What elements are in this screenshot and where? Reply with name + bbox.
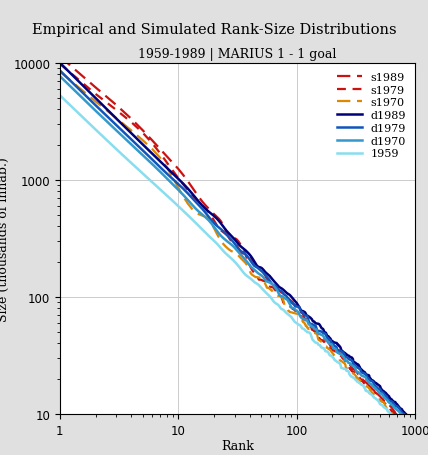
s1979 <box>400 420 405 425</box>
1959 <box>371 394 376 399</box>
Line: s1970: s1970 <box>60 72 415 441</box>
d1979 <box>296 304 301 310</box>
d1989 <box>401 409 406 415</box>
1959 <box>400 422 405 428</box>
s1979 <box>393 413 398 419</box>
s1989 <box>296 308 301 313</box>
d1970 <box>296 310 301 315</box>
Line: s1979: s1979 <box>60 65 415 442</box>
d1970 <box>57 74 62 80</box>
1959 <box>393 416 398 421</box>
d1989 <box>393 401 398 406</box>
d1989 <box>413 421 418 426</box>
s1989 <box>57 55 62 60</box>
d1979 <box>393 404 398 409</box>
Line: d1989: d1989 <box>60 64 415 424</box>
Y-axis label: Size (thousands of inhab.): Size (thousands of inhab.) <box>0 157 10 321</box>
Legend: s1989, s1979, s1970, d1989, d1979, d1970, 1959: s1989, s1979, s1970, d1989, d1979, d1970… <box>334 69 410 162</box>
s1979 <box>371 387 376 393</box>
X-axis label: Rank: Rank <box>221 440 254 452</box>
d1970 <box>400 412 405 418</box>
1959 <box>366 389 371 395</box>
d1979 <box>366 376 371 382</box>
s1979 <box>366 383 371 389</box>
d1970 <box>401 414 406 419</box>
1959 <box>413 436 418 441</box>
d1989 <box>366 373 371 378</box>
s1970 <box>371 391 376 396</box>
d1979 <box>413 423 418 428</box>
s1989 <box>371 389 376 394</box>
s1989 <box>366 383 371 388</box>
s1970 <box>366 385 371 390</box>
s1979 <box>401 421 406 426</box>
1959 <box>296 322 301 328</box>
d1970 <box>366 379 371 385</box>
1959 <box>57 93 62 99</box>
d1979 <box>371 379 376 385</box>
Line: s1989: s1989 <box>60 57 415 436</box>
Title: 1959-1989 | MARIUS 1 - 1 goal: 1959-1989 | MARIUS 1 - 1 goal <box>138 48 337 61</box>
Text: Empirical and Simulated Rank-Size Distributions: Empirical and Simulated Rank-Size Distri… <box>32 23 396 37</box>
d1970 <box>393 406 398 412</box>
d1979 <box>401 411 406 417</box>
Line: 1959: 1959 <box>60 96 415 439</box>
Line: d1970: d1970 <box>60 77 415 430</box>
s1979 <box>413 439 418 445</box>
d1979 <box>400 410 405 416</box>
d1989 <box>400 408 405 413</box>
d1989 <box>371 378 376 384</box>
d1979 <box>57 69 62 74</box>
s1979 <box>296 312 301 317</box>
d1989 <box>296 303 301 308</box>
d1989 <box>57 61 62 66</box>
s1989 <box>401 418 406 424</box>
s1989 <box>393 411 398 417</box>
s1970 <box>401 423 406 428</box>
s1989 <box>413 434 418 439</box>
d1970 <box>413 427 418 433</box>
s1970 <box>413 439 418 444</box>
s1970 <box>393 416 398 421</box>
Line: d1979: d1979 <box>60 71 415 425</box>
s1970 <box>400 422 405 427</box>
s1989 <box>400 417 405 423</box>
1959 <box>401 423 406 429</box>
s1970 <box>57 70 62 75</box>
s1979 <box>57 62 62 67</box>
d1970 <box>371 384 376 389</box>
s1970 <box>296 312 301 317</box>
